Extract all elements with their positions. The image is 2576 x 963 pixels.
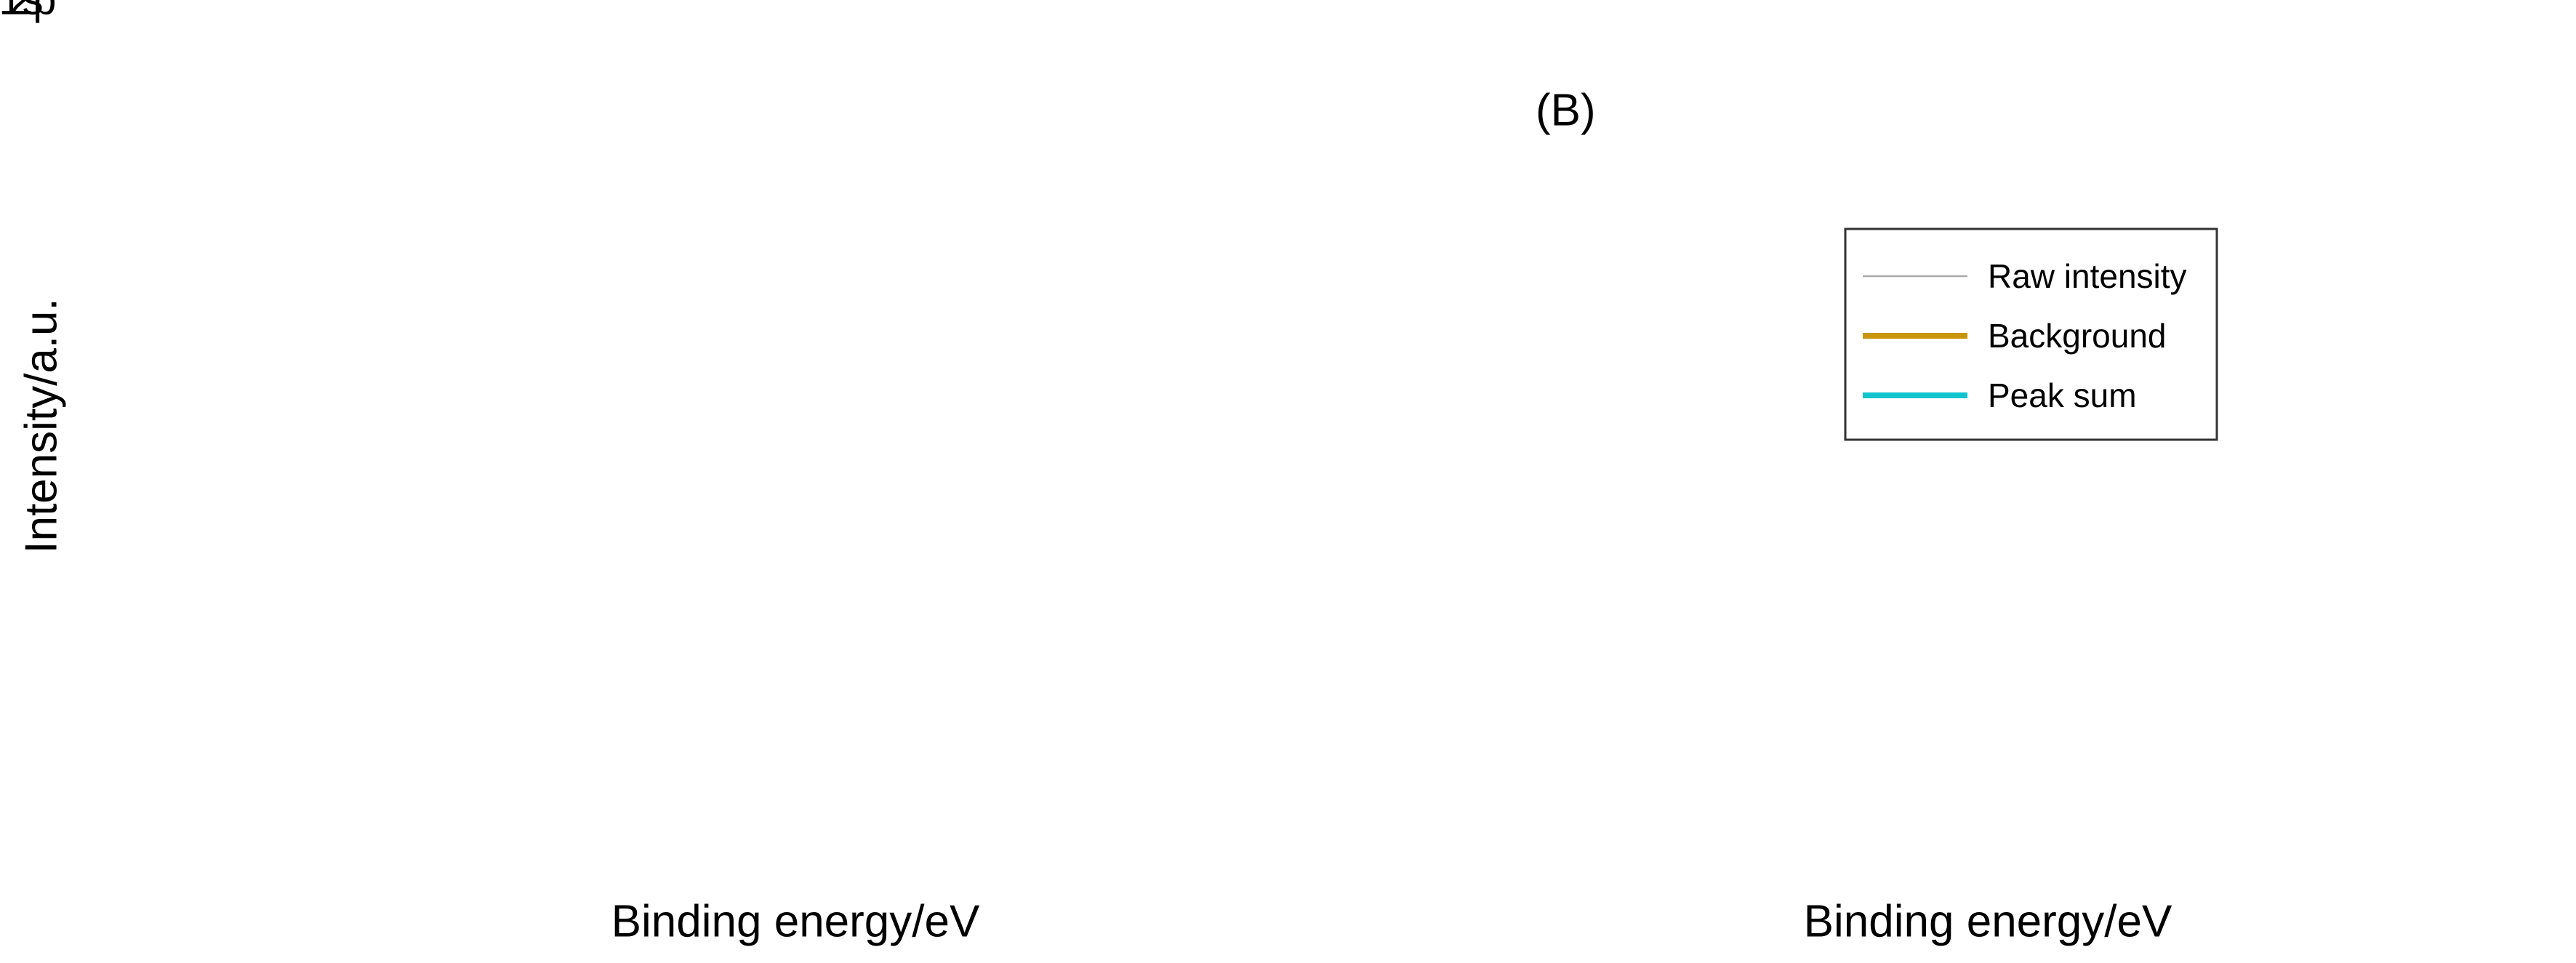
panel-label: (B): [1536, 86, 1596, 136]
cu2p-fit-plot: (B) Binding energy/eV Raw intensity Back…: [1536, 86, 2218, 947]
legend-label-background: Background: [1988, 317, 2167, 355]
legend-label-raw: Raw intensity: [1988, 257, 2187, 295]
survey-annotations: Cu 2p C 1s: [0, 0, 56, 24]
peak-annotation-cu2p: Cu 2p: [0, 0, 56, 24]
legend-label-peaksum: Peak sum: [1988, 376, 2137, 414]
right-x-axis-title: Binding energy/eV: [1804, 897, 2172, 947]
survey-plot: Cu 2p C 1s Intensity/a.u. Binding energy…: [0, 0, 980, 947]
left-x-axis-title: Binding energy/eV: [611, 897, 980, 947]
peak-annotation-c1s: C 1s: [0, 0, 44, 24]
legend: Raw intensity Background Peak sum: [1844, 227, 2218, 441]
left-y-axis-title: Intensity/a.u.: [17, 298, 67, 554]
